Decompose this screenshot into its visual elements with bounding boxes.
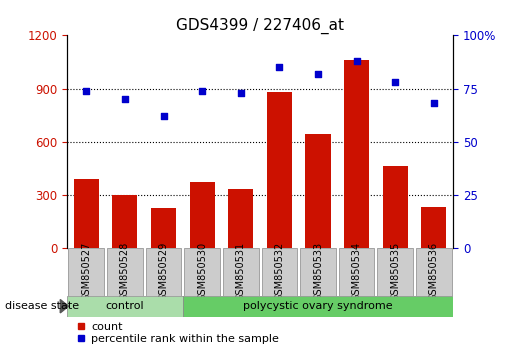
Point bbox=[121, 96, 129, 102]
Bar bbox=[377, 248, 413, 296]
Bar bbox=[74, 179, 99, 248]
Bar bbox=[228, 189, 253, 248]
Bar bbox=[184, 248, 220, 296]
Text: GSM850531: GSM850531 bbox=[236, 242, 246, 301]
Bar bbox=[223, 248, 259, 296]
Bar bbox=[68, 248, 104, 296]
Text: GSM850529: GSM850529 bbox=[159, 242, 168, 301]
Polygon shape bbox=[60, 299, 68, 313]
Text: GSM850528: GSM850528 bbox=[120, 242, 130, 301]
Point bbox=[198, 88, 206, 93]
Bar bbox=[305, 133, 331, 248]
Point bbox=[275, 64, 283, 70]
Point bbox=[352, 58, 360, 64]
Title: GDS4399 / 227406_at: GDS4399 / 227406_at bbox=[176, 18, 344, 34]
Bar bbox=[67, 296, 183, 317]
Text: GSM850534: GSM850534 bbox=[352, 242, 362, 301]
Bar bbox=[300, 248, 336, 296]
Bar bbox=[383, 166, 408, 248]
Text: GSM850536: GSM850536 bbox=[429, 242, 439, 301]
Point bbox=[314, 71, 322, 76]
Bar bbox=[267, 92, 292, 248]
Text: control: control bbox=[106, 301, 144, 311]
Legend: count, percentile rank within the sample: count, percentile rank within the sample bbox=[73, 317, 284, 348]
Point bbox=[159, 113, 167, 119]
Point bbox=[236, 90, 245, 96]
Bar bbox=[183, 296, 453, 317]
Text: GSM850527: GSM850527 bbox=[81, 242, 91, 301]
Text: GSM850530: GSM850530 bbox=[197, 242, 207, 301]
Bar bbox=[107, 248, 143, 296]
Bar bbox=[416, 248, 452, 296]
Bar bbox=[151, 208, 176, 248]
Bar bbox=[339, 248, 374, 296]
Text: GSM850532: GSM850532 bbox=[274, 242, 284, 301]
Point bbox=[391, 79, 400, 85]
Text: GSM850535: GSM850535 bbox=[390, 242, 400, 301]
Point bbox=[82, 88, 91, 93]
Bar bbox=[112, 195, 138, 248]
Bar bbox=[190, 182, 215, 248]
Bar bbox=[421, 207, 447, 248]
Point bbox=[430, 101, 438, 106]
Bar bbox=[262, 248, 297, 296]
Bar bbox=[146, 248, 181, 296]
Bar bbox=[344, 60, 369, 248]
Text: polycystic ovary syndrome: polycystic ovary syndrome bbox=[243, 301, 393, 311]
Text: GSM850533: GSM850533 bbox=[313, 242, 323, 301]
Text: disease state: disease state bbox=[5, 301, 79, 311]
